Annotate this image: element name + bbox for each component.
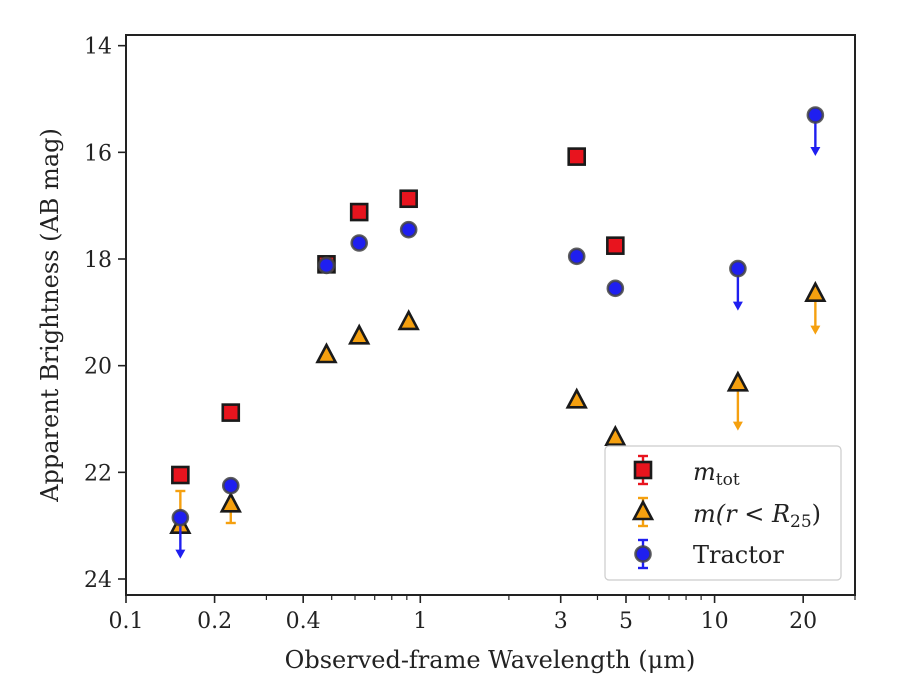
series-circle [171, 106, 825, 559]
point-square [606, 236, 625, 255]
legend-label-m-tot-sub: tot [716, 470, 740, 490]
series-square [171, 147, 625, 485]
point-square [349, 202, 369, 222]
y-axis: 14 16 18 20 22 24 [84, 35, 126, 593]
y-tick-label: 14 [84, 35, 112, 60]
point-square [221, 403, 241, 422]
point-square [399, 189, 418, 209]
point-circle [606, 279, 625, 298]
x-axis-label: Observed-frame Wavelength (μm) [285, 646, 696, 674]
data-markers [169, 106, 827, 559]
point-triangle [565, 387, 588, 409]
point-circle [399, 220, 418, 239]
upper-limit-arrowhead [810, 147, 821, 156]
point-circle [221, 476, 240, 495]
legend-marker-square [633, 460, 653, 480]
point-triangle [348, 323, 371, 345]
legend-label-m-r25-main: m(r < R [693, 500, 790, 528]
legend-marker-circle [634, 545, 652, 563]
x-tick-label: 1 [413, 609, 427, 634]
y-tick-label: 18 [84, 248, 112, 273]
legend-label-m-r25-end: ) [812, 500, 821, 528]
point-circle [350, 234, 368, 252]
point-square [171, 465, 190, 485]
point-circle [171, 508, 190, 527]
point-triangle [315, 342, 338, 364]
legend-label-m-r25: m(r < R25) [693, 500, 821, 532]
point-triangle [219, 491, 242, 513]
x-tick-label: 0.4 [286, 609, 321, 634]
x-tick-label: 3 [554, 609, 568, 634]
legend-marker-triangle [631, 499, 655, 521]
legend: mtot m(r < R25) Tractor [604, 445, 842, 581]
upper-limit-arrowhead [732, 421, 743, 431]
point-circle [806, 106, 825, 124]
legend-label-m-r25-sub: 25 [790, 512, 812, 532]
point-triangle [604, 424, 627, 446]
upper-limit-arrowhead [810, 325, 821, 335]
x-tick-label: 20 [789, 609, 817, 634]
legend-box [604, 445, 842, 581]
point-circle [729, 259, 747, 278]
point-circle [567, 247, 586, 266]
upper-limit-arrowhead [732, 301, 743, 311]
y-tick-label: 20 [84, 355, 112, 380]
y-tick-label: 22 [84, 461, 112, 486]
plot-frame [125, 34, 856, 596]
x-tick-label: 0.2 [197, 609, 232, 634]
legend-label-m-tot-main: m [693, 458, 716, 486]
x-axis: 0.1 0.2 0.4 1 3 5 10 20 [109, 595, 856, 634]
x-tick-label: 0.1 [109, 609, 144, 634]
x-tick-label: 10 [701, 609, 729, 634]
y-tick-label: 16 [84, 141, 112, 166]
legend-markers [631, 454, 655, 570]
point-triangle [804, 280, 827, 302]
point-square [567, 147, 587, 166]
point-circle [317, 256, 336, 275]
y-axis-label: Apparent Brightness (AB mag) [36, 128, 64, 503]
legend-label-tractor: Tractor [693, 541, 784, 569]
point-triangle [397, 309, 420, 331]
upper-limit-arrowhead [175, 549, 186, 559]
y-tick-label: 24 [84, 568, 112, 593]
point-triangle [726, 370, 750, 392]
legend-label-m-tot: mtot [693, 458, 740, 490]
x-tick-label: 5 [619, 609, 633, 634]
